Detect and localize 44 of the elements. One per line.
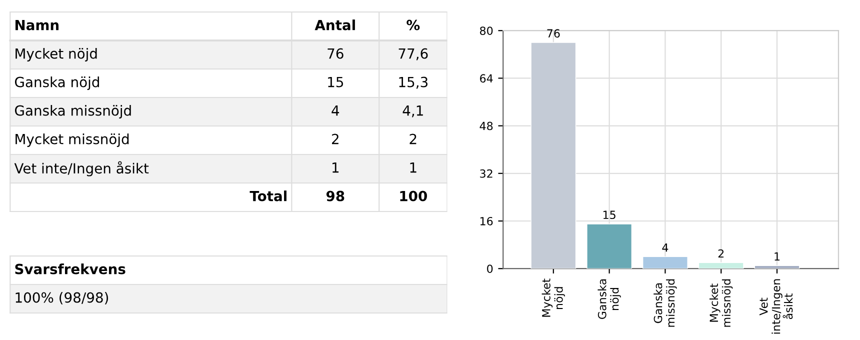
x-tick-label: Ganska missnöjd [654,279,677,327]
y-tick-label: 80 [480,26,493,35]
bar [530,42,576,269]
x-tick-label: Mycket missnöjd [710,279,733,327]
series-label: Antal [314,20,355,30]
data-label: 1 [332,162,339,173]
data-label: 77,6 [398,48,428,60]
y-tick-label: 0 [487,264,493,273]
data-label: 1 [410,162,416,173]
data-label: 15 [603,210,616,220]
x-tick-label: Ganska nöjd [598,279,621,319]
text: Svarsfrekvens [15,264,126,274]
data-label: 76 [328,48,344,59]
data-label: 2 [718,249,724,258]
y-tick-label: 64 [480,74,493,83]
category-label: Mycket nöjd [16,48,97,62]
text: % [406,20,420,30]
text: 98 [326,190,344,202]
text: 100% (98/98) [16,292,108,304]
data-label: 4,1 [402,105,423,118]
data-label: 1 [774,252,780,261]
data-label: 4 [662,244,668,252]
x-tick-label: Vet inte/Ingen åsikt [760,279,793,334]
y-tick-label: 16 [480,216,493,226]
text: 100 [400,190,427,202]
category-label: Ganska missnöjd [15,105,131,118]
data-label: 15,3 [399,76,428,89]
category-label: Mycket missnöjd [16,134,129,147]
bar [586,224,632,269]
category-label: Ganska nöjd [15,76,99,90]
text: Total [250,190,286,202]
y-tick-label: 48 [480,122,493,130]
data-label: 15 [328,76,344,88]
data-label: 4 [332,105,340,116]
data-label: 2 [332,134,338,144]
y-tick-label: 32 [480,169,492,178]
data-label: 2 [410,134,416,144]
bar [642,256,688,269]
bar [698,262,744,269]
bar [754,265,800,269]
data-label: 76 [547,29,560,38]
category-label: Vet inte/Ingen åsikt [14,161,149,176]
legend-title: Namn [16,20,58,30]
x-tick-label: Mycket nöjd [542,278,566,317]
